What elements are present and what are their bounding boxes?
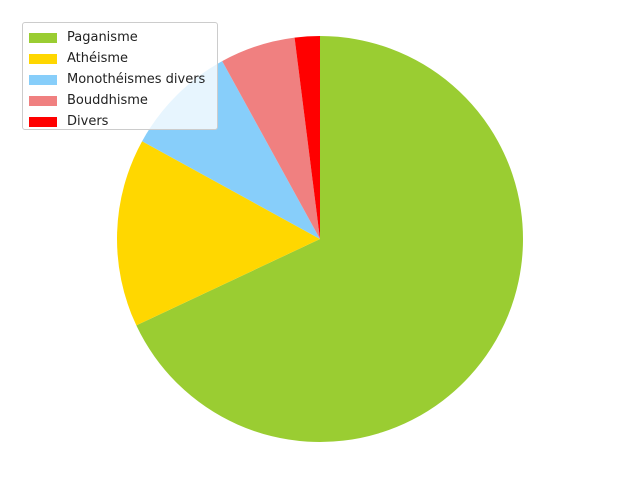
legend: Paganisme Athéisme Monothéismes divers B…	[22, 22, 218, 130]
legend-swatch	[29, 95, 57, 106]
legend-item-atheisme: Athéisme	[29, 48, 211, 69]
legend-swatch	[29, 116, 57, 127]
legend-swatch	[29, 74, 57, 85]
legend-label: Paganisme	[67, 30, 138, 45]
pie-slice-bouddhisme	[222, 37, 320, 239]
legend-swatch	[29, 53, 57, 64]
legend-item-monotheismes-divers: Monothéismes divers	[29, 69, 211, 90]
legend-swatch	[29, 32, 57, 43]
pie-slice-atheisme	[116, 141, 321, 326]
legend-label: Divers	[67, 114, 109, 129]
legend-label: Monothéismes divers	[67, 72, 206, 87]
legend-label: Athéisme	[67, 51, 129, 66]
legend-item-bouddhisme: Bouddhisme	[29, 90, 211, 111]
pie-slice-divers	[294, 36, 320, 239]
legend-item-divers: Divers	[29, 111, 211, 132]
pie-slice-paganisme	[136, 36, 524, 442]
pie-slices	[116, 36, 524, 442]
legend-label: Bouddhisme	[67, 93, 148, 108]
legend-item-paganisme: Paganisme	[29, 27, 211, 48]
